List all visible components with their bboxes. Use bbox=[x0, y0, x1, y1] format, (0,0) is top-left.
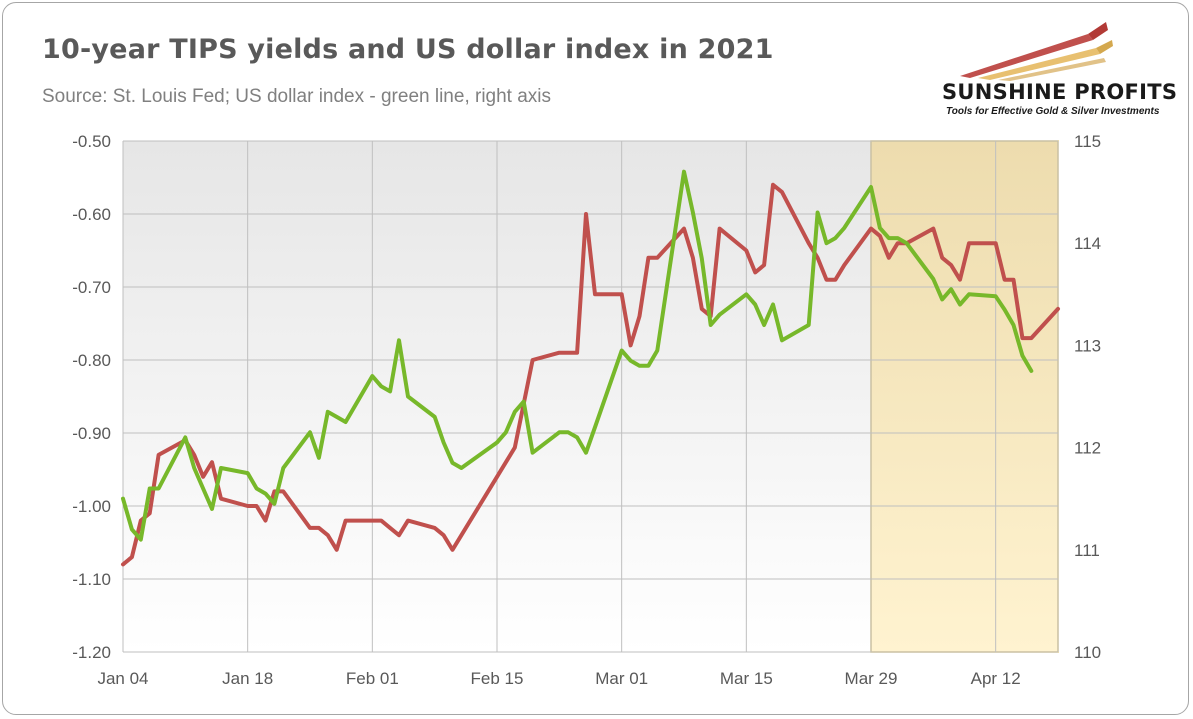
x-tick-label: Jan 18 bbox=[222, 669, 273, 688]
y-right-tick-label: 115 bbox=[1074, 132, 1101, 151]
y-left-tick-label: -0.90 bbox=[72, 424, 111, 443]
x-tick-label: Mar 15 bbox=[720, 669, 773, 688]
y-left-tick-label: -0.80 bbox=[72, 351, 111, 370]
x-tick-label: Jan 04 bbox=[97, 669, 148, 688]
y-left-tick-label: -1.00 bbox=[72, 497, 111, 516]
y-right-tick-label: 113 bbox=[1074, 336, 1101, 355]
sunshine-profits-logo: SUNSHINE PROFITS Tools for Effective Gol… bbox=[938, 14, 1178, 124]
x-tick-label: Feb 01 bbox=[346, 669, 399, 688]
x-tick-label: Feb 15 bbox=[471, 669, 524, 688]
x-tick-label: Mar 01 bbox=[595, 669, 648, 688]
y-left-tick-label: -1.10 bbox=[72, 570, 111, 589]
y-right-tick-label: 114 bbox=[1074, 234, 1101, 253]
y-right-tick-label: 112 bbox=[1074, 439, 1101, 458]
x-tick-label: Apr 12 bbox=[971, 669, 1021, 688]
y-right-tick-label: 110 bbox=[1074, 643, 1101, 662]
highlight-region bbox=[870, 140, 1059, 653]
chart-title: 10-year TIPS yields and US dollar index … bbox=[42, 34, 774, 65]
chart-subtitle: Source: St. Louis Fed; US dollar index -… bbox=[42, 86, 552, 107]
y-left-tick-label: -1.20 bbox=[72, 643, 111, 662]
usd-index-line bbox=[121, 169, 1034, 542]
y-left-tick-label: -0.50 bbox=[72, 132, 111, 151]
x-tick-label: Mar 29 bbox=[845, 669, 898, 688]
logo-tagline: Tools for Effective Gold & Silver Invest… bbox=[946, 106, 1160, 117]
y-left-tick-label: -0.60 bbox=[72, 205, 111, 224]
logo-name: SUNSHINE PROFITS bbox=[942, 80, 1178, 104]
tips-yield-line bbox=[121, 182, 1060, 567]
y-right-tick-label: 111 bbox=[1074, 541, 1100, 560]
sunrays-logo-icon bbox=[960, 22, 1113, 81]
y-left-tick-label: -0.70 bbox=[72, 278, 111, 297]
